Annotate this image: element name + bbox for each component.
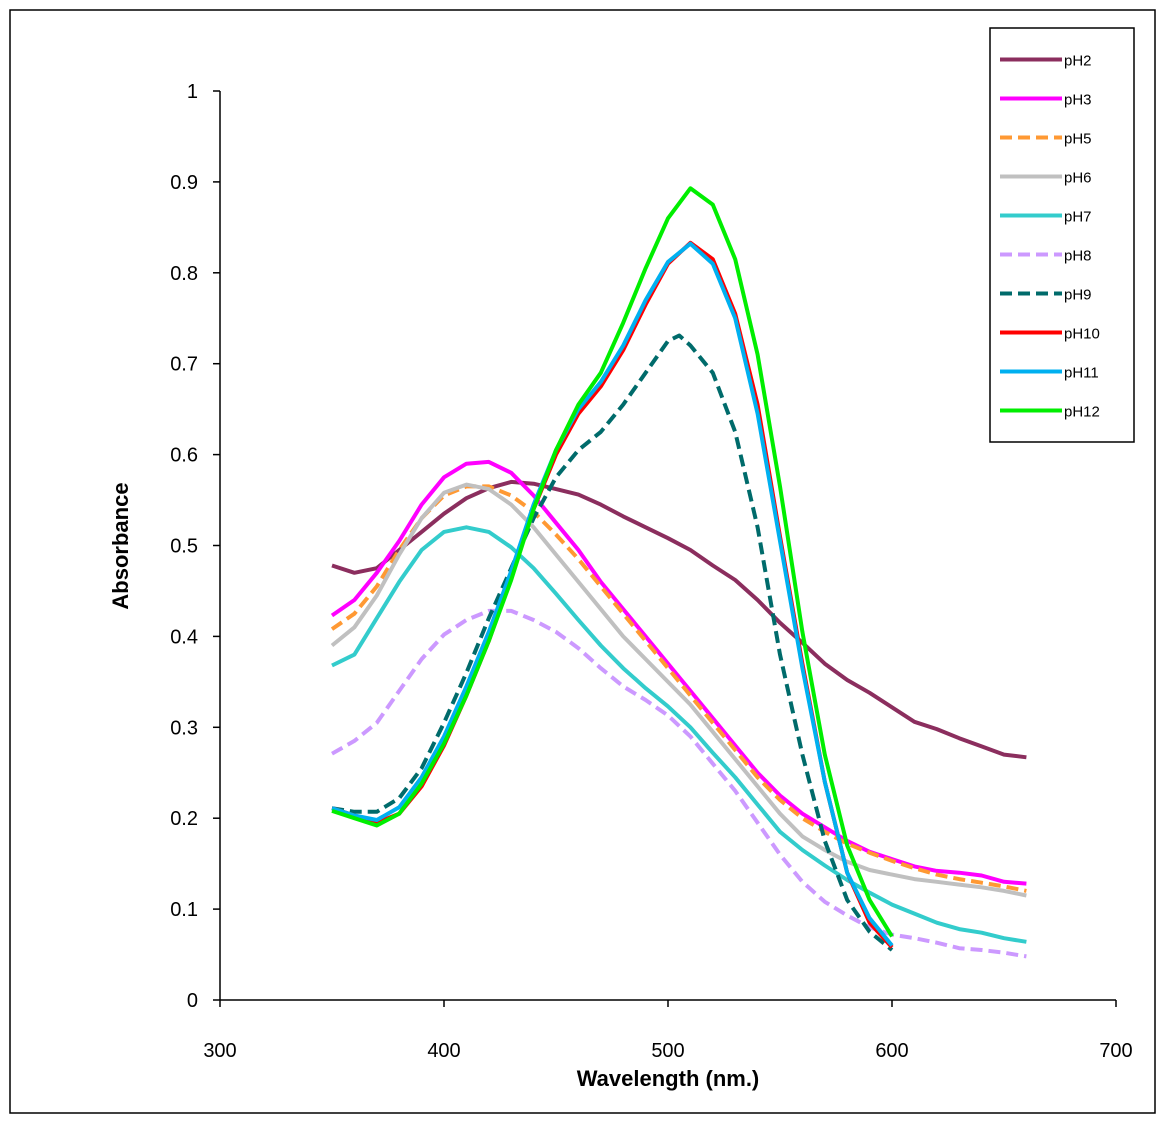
legend-label: pH9: [1064, 287, 1092, 304]
y-tick-label: 0.3: [170, 717, 198, 739]
axes: 0 0.1 0.2 0.3 0.4 0.5 0.6 0.7 0.8 0.9 1 300 400 500 60…: [170, 81, 1133, 1062]
series-line-ph9: [331, 333, 894, 952]
legend-label: pH11: [1064, 365, 1099, 382]
x-tick-label: 700: [1099, 1040, 1132, 1062]
y-tick-label: 0.6: [170, 445, 198, 467]
legend-label: pH5: [1064, 131, 1092, 148]
legend-label: pH6: [1064, 170, 1092, 187]
series-line-ph5: [330, 484, 1027, 893]
series-line-ph12: [331, 186, 894, 938]
legend-label: pH2: [1064, 53, 1092, 70]
series-line-ph11: [331, 241, 894, 947]
series-line-ph7: [331, 525, 1027, 944]
x-axis-title: Wavelength (nm.): [577, 1066, 760, 1091]
legend-label: pH10: [1064, 326, 1100, 343]
y-axis-title: Absorbance: [108, 482, 133, 609]
series-layer: [330, 186, 1027, 959]
series-line-ph2: [331, 479, 1027, 760]
legend-label: pH7: [1064, 209, 1092, 226]
legend-box: [989, 27, 1135, 443]
legend-label: pH12: [1064, 404, 1100, 421]
legend-label: pH8: [1064, 248, 1092, 265]
legend-label: pH3: [1064, 92, 1092, 109]
y-tick-label: 0.2: [170, 808, 198, 830]
y-tick-label: 0.8: [170, 263, 198, 285]
legend: pH2 pH3 pH5 pH6 pH7 pH8 pH9 pH10 pH11 pH12: [989, 27, 1135, 443]
y-tick-label: 0.9: [170, 172, 198, 194]
x-tick-label: 300: [203, 1040, 236, 1062]
x-tick-label: 600: [875, 1040, 908, 1062]
y-tick-label: 0.7: [170, 354, 198, 376]
series-line-ph6: [330, 482, 1027, 898]
y-tick-label: 0.1: [170, 899, 198, 921]
y-tick-label: 0: [187, 990, 198, 1012]
series-line-ph8: [331, 608, 1027, 959]
y-tick-label: 0.5: [170, 536, 198, 558]
x-tick-label: 500: [651, 1040, 684, 1062]
x-tick-label: 400: [427, 1040, 460, 1062]
y-tick-label: 1: [187, 81, 198, 103]
y-tick-label: 0.4: [170, 626, 198, 648]
